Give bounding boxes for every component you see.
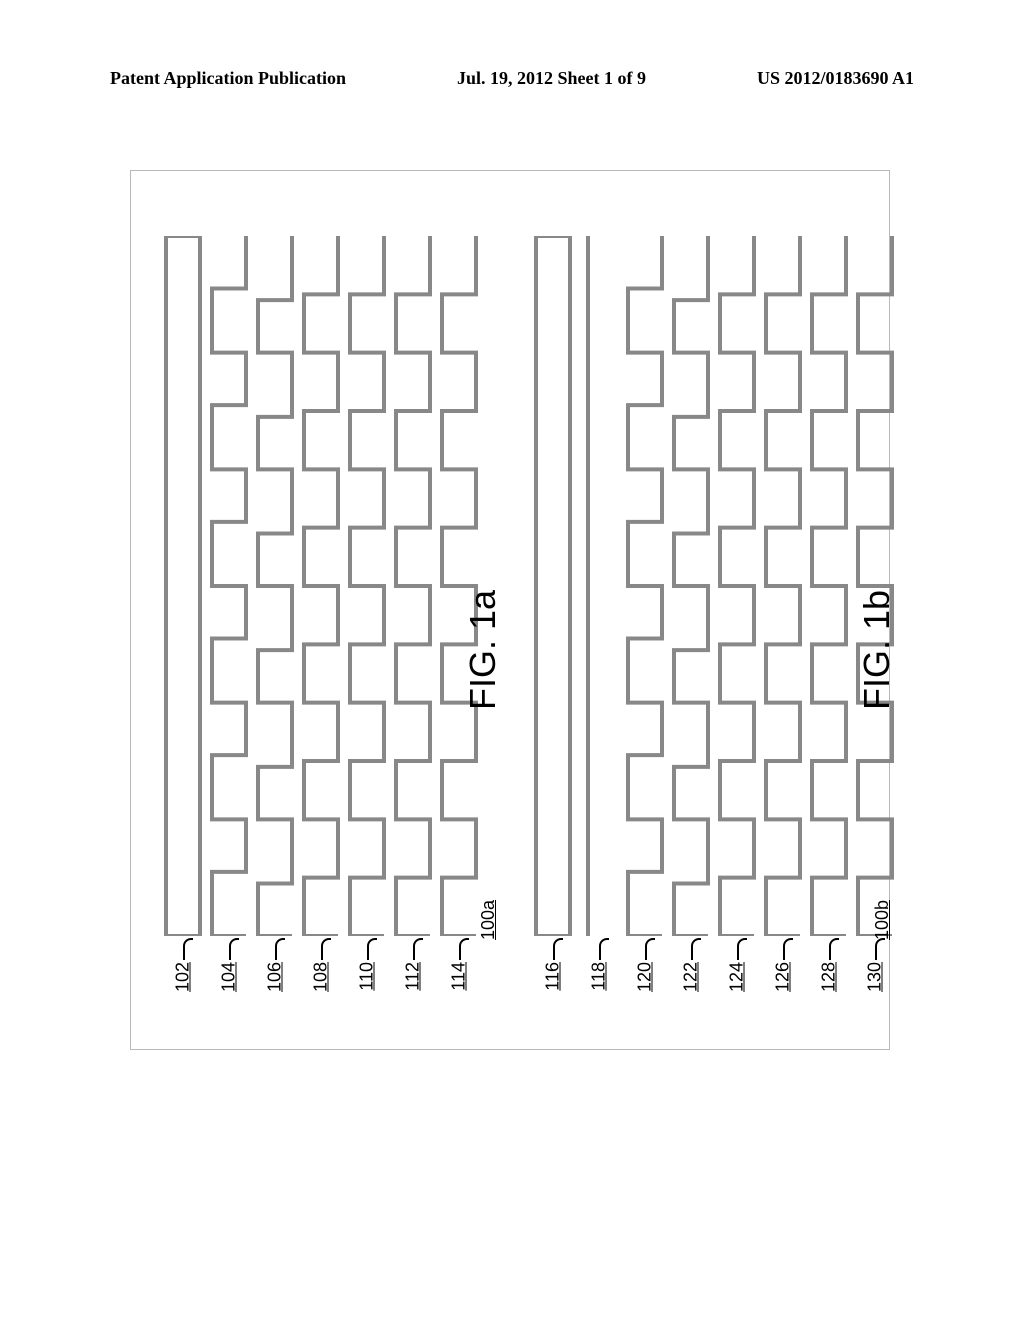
signal-row: 126 xyxy=(760,210,806,1010)
signal-ref-label: 122 xyxy=(681,962,702,1020)
signal-ref-label: 102 xyxy=(173,962,194,1020)
figure-1a-id: 100a xyxy=(478,900,499,940)
waveform xyxy=(256,236,294,936)
signal-row: 124 xyxy=(714,210,760,1010)
leader-line xyxy=(275,938,285,960)
signal-ref-label: 130 xyxy=(865,962,886,1020)
signal-ref-label: 128 xyxy=(819,962,840,1020)
waveform xyxy=(394,236,432,936)
signal-ref-label: 124 xyxy=(727,962,748,1020)
figure-1b-label: FIG. 1b xyxy=(856,590,898,710)
waveform xyxy=(534,236,572,936)
signal-row: 112 xyxy=(390,210,436,1010)
figure-1a-label: FIG. 1a xyxy=(462,590,504,710)
waveform xyxy=(210,236,248,936)
waveform xyxy=(580,236,618,936)
signal-row: 110 xyxy=(344,210,390,1010)
signal-ref-label: 110 xyxy=(357,962,378,1020)
leader-line xyxy=(229,938,239,960)
signal-ref-label: 116 xyxy=(543,962,564,1020)
leader-line xyxy=(691,938,701,960)
leader-line xyxy=(367,938,377,960)
signal-ref-label: 112 xyxy=(403,962,424,1020)
leader-line xyxy=(321,938,331,960)
signal-row: 116 xyxy=(530,210,576,1010)
header-left: Patent Application Publication xyxy=(110,68,346,89)
signal-row: 102 xyxy=(160,210,206,1010)
signal-row: 108 xyxy=(298,210,344,1010)
figure-1b: 116118120122124126128130 xyxy=(530,210,898,1010)
leader-line xyxy=(459,938,469,960)
leader-line xyxy=(183,938,193,960)
signal-ref-label: 120 xyxy=(635,962,656,1020)
signal-row: 106 xyxy=(252,210,298,1010)
waveform xyxy=(718,236,756,936)
signal-ref-label: 104 xyxy=(219,962,240,1020)
signal-row: 118 xyxy=(576,210,622,1010)
waveform xyxy=(672,236,710,936)
leader-line xyxy=(829,938,839,960)
signal-row: 122 xyxy=(668,210,714,1010)
leader-line xyxy=(783,938,793,960)
signal-row: 104 xyxy=(206,210,252,1010)
waveform xyxy=(626,236,664,936)
signal-ref-label: 126 xyxy=(773,962,794,1020)
signal-row: 120 xyxy=(622,210,668,1010)
leader-line xyxy=(737,938,747,960)
leader-line xyxy=(599,938,609,960)
leader-line xyxy=(645,938,655,960)
waveform xyxy=(164,236,202,936)
signal-ref-label: 106 xyxy=(265,962,286,1020)
leader-line xyxy=(875,938,885,960)
waveform xyxy=(856,236,894,936)
header-right: US 2012/0183690 A1 xyxy=(757,68,914,89)
waveform xyxy=(302,236,340,936)
figure-frame: 102104106108110112114 100a FIG. 1a 11611… xyxy=(130,170,890,1050)
leader-line xyxy=(553,938,563,960)
signal-ref-label: 118 xyxy=(589,962,610,1020)
page-header: Patent Application Publication Jul. 19, … xyxy=(110,68,914,89)
leader-line xyxy=(413,938,423,960)
signal-row: 128 xyxy=(806,210,852,1010)
figure-1b-id: 100b xyxy=(872,900,893,940)
figure-1a: 102104106108110112114 xyxy=(160,210,482,1010)
waveform xyxy=(440,236,478,936)
waveform xyxy=(764,236,802,936)
signal-ref-label: 114 xyxy=(449,962,470,1020)
waveform xyxy=(348,236,386,936)
waveform xyxy=(810,236,848,936)
signal-ref-label: 108 xyxy=(311,962,332,1020)
header-center: Jul. 19, 2012 Sheet 1 of 9 xyxy=(457,68,646,89)
